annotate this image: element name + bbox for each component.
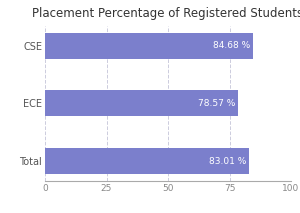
Bar — [45, 33, 253, 59]
Title: Placement Percentage of Registered Students: Placement Percentage of Registered Stude… — [32, 7, 300, 20]
Text: 83.01 %: 83.01 % — [209, 157, 246, 166]
Text: 84.68 %: 84.68 % — [213, 41, 250, 50]
Bar — [45, 90, 238, 116]
Text: 78.57 %: 78.57 % — [198, 99, 235, 108]
Bar — [45, 148, 249, 174]
